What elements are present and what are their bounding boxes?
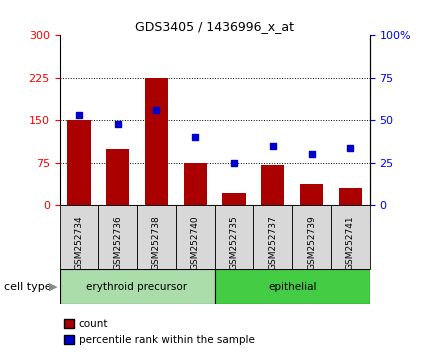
Text: percentile rank within the sample: percentile rank within the sample [79, 335, 255, 345]
Point [347, 145, 354, 150]
FancyBboxPatch shape [60, 205, 98, 269]
FancyBboxPatch shape [331, 205, 370, 269]
Text: GSM252735: GSM252735 [230, 215, 238, 270]
Text: epithelial: epithelial [268, 282, 317, 292]
Text: GSM252739: GSM252739 [307, 215, 316, 270]
FancyBboxPatch shape [215, 269, 370, 304]
Bar [106, 149, 129, 205]
Text: GSM252736: GSM252736 [113, 215, 122, 270]
Point [153, 107, 160, 113]
Text: GSM252734: GSM252734 [74, 215, 83, 269]
Bar [261, 165, 284, 205]
FancyBboxPatch shape [98, 205, 137, 269]
FancyBboxPatch shape [176, 205, 215, 269]
Text: count: count [79, 319, 108, 329]
Text: ▶: ▶ [49, 282, 57, 292]
Title: GDS3405 / 1436996_x_at: GDS3405 / 1436996_x_at [135, 20, 294, 33]
FancyBboxPatch shape [253, 205, 292, 269]
Point [269, 143, 276, 149]
Point [308, 152, 315, 157]
Text: GSM252738: GSM252738 [152, 215, 161, 270]
FancyBboxPatch shape [292, 205, 331, 269]
Bar [339, 188, 362, 205]
Bar [300, 184, 323, 205]
Point [231, 160, 238, 166]
Point [192, 135, 198, 140]
Text: GSM252741: GSM252741 [346, 215, 355, 269]
Bar [184, 163, 207, 205]
Bar [222, 193, 246, 205]
FancyBboxPatch shape [215, 205, 253, 269]
Text: GSM252740: GSM252740 [191, 215, 200, 269]
Bar [67, 120, 91, 205]
Bar [145, 78, 168, 205]
FancyBboxPatch shape [60, 269, 215, 304]
FancyBboxPatch shape [137, 205, 176, 269]
Point [114, 121, 121, 127]
Text: cell type: cell type [4, 282, 52, 292]
Text: GSM252737: GSM252737 [268, 215, 277, 270]
Text: erythroid precursor: erythroid precursor [87, 282, 187, 292]
Point [76, 113, 82, 118]
